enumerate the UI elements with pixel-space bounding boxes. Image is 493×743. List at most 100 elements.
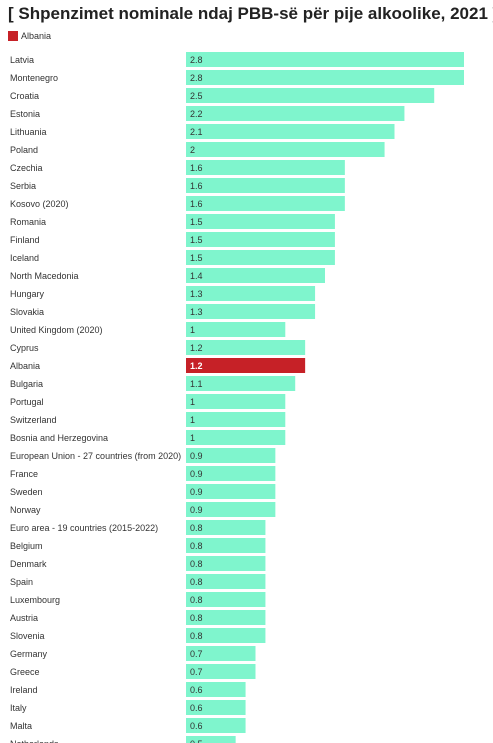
value-label-serbia: 1.6 bbox=[190, 181, 203, 191]
category-label-spain: Spain bbox=[10, 577, 33, 587]
bar-united-kingdom-2020[interactable] bbox=[186, 322, 286, 337]
category-label-netherlands: Netherlands bbox=[10, 739, 59, 743]
category-label-slovakia: Slovakia bbox=[10, 307, 44, 317]
bar-european-union-27-countries-from-2020[interactable] bbox=[186, 448, 276, 463]
category-label-croatia: Croatia bbox=[10, 91, 39, 101]
bar-cyprus[interactable] bbox=[186, 340, 306, 355]
category-label-czechia: Czechia bbox=[10, 163, 43, 173]
value-label-united-kingdom-2020: 1 bbox=[190, 325, 195, 335]
category-label-belgium: Belgium bbox=[10, 541, 43, 551]
bar-euro-area-19-countries-2015-2022[interactable] bbox=[186, 520, 266, 535]
category-label-denmark: Denmark bbox=[10, 559, 47, 569]
bar-denmark[interactable] bbox=[186, 556, 266, 571]
value-label-italy: 0.6 bbox=[190, 703, 203, 713]
value-label-kosovo-2020: 1.6 bbox=[190, 199, 203, 209]
bar-serbia[interactable] bbox=[186, 178, 345, 193]
bar-sweden[interactable] bbox=[186, 484, 276, 499]
category-label-montenegro: Montenegro bbox=[10, 73, 58, 83]
bar-greece[interactable] bbox=[186, 664, 256, 679]
category-label-bulgaria: Bulgaria bbox=[10, 379, 43, 389]
category-label-serbia: Serbia bbox=[10, 181, 36, 191]
category-label-luxembourg: Luxembourg bbox=[10, 595, 60, 605]
value-label-sweden: 0.9 bbox=[190, 487, 203, 497]
bar-switzerland[interactable] bbox=[186, 412, 286, 427]
bar-italy[interactable] bbox=[186, 700, 246, 715]
bar-ireland[interactable] bbox=[186, 682, 246, 697]
bar-luxembourg[interactable] bbox=[186, 592, 266, 607]
category-label-austria: Austria bbox=[10, 613, 38, 623]
category-label-latvia: Latvia bbox=[10, 55, 34, 65]
bar-bosnia-and-herzegovina[interactable] bbox=[186, 430, 286, 445]
category-label-italy: Italy bbox=[10, 703, 27, 713]
bar-albania[interactable] bbox=[186, 358, 306, 373]
category-label-albania: Albania bbox=[10, 361, 40, 371]
bar-hungary[interactable] bbox=[186, 286, 316, 301]
value-label-austria: 0.8 bbox=[190, 613, 203, 623]
bar-spain[interactable] bbox=[186, 574, 266, 589]
value-label-poland: 2 bbox=[190, 145, 195, 155]
value-label-switzerland: 1 bbox=[190, 415, 195, 425]
category-label-kosovo-2020: Kosovo (2020) bbox=[10, 199, 69, 209]
bar-germany[interactable] bbox=[186, 646, 256, 661]
category-label-norway: Norway bbox=[10, 505, 41, 515]
category-label-portugal: Portugal bbox=[10, 397, 44, 407]
category-label-sweden: Sweden bbox=[10, 487, 43, 497]
legend[interactable]: Albania bbox=[8, 31, 51, 41]
category-label-north-macedonia: North Macedonia bbox=[10, 271, 79, 281]
value-label-denmark: 0.8 bbox=[190, 559, 203, 569]
category-label-united-kingdom-2020: United Kingdom (2020) bbox=[10, 325, 103, 335]
value-label-lithuania: 2.1 bbox=[190, 127, 203, 137]
category-label-bosnia-and-herzegovina: Bosnia and Herzegovina bbox=[10, 433, 108, 443]
bar-montenegro[interactable] bbox=[186, 70, 464, 85]
value-label-finland: 1.5 bbox=[190, 235, 203, 245]
bar-malta[interactable] bbox=[186, 718, 246, 733]
bar-latvia[interactable] bbox=[186, 52, 464, 67]
bar-bulgaria[interactable] bbox=[186, 376, 296, 391]
bar-austria[interactable] bbox=[186, 610, 266, 625]
bar-lithuania[interactable] bbox=[186, 124, 395, 139]
value-label-ireland: 0.6 bbox=[190, 685, 203, 695]
value-label-north-macedonia: 1.4 bbox=[190, 271, 203, 281]
bar-slovakia[interactable] bbox=[186, 304, 316, 319]
value-label-euro-area-19-countries-2015-2022: 0.8 bbox=[190, 523, 203, 533]
bar-iceland[interactable] bbox=[186, 250, 335, 265]
category-label-romania: Romania bbox=[10, 217, 46, 227]
bar-portugal[interactable] bbox=[186, 394, 286, 409]
value-label-cyprus: 1.2 bbox=[190, 343, 203, 353]
value-label-germany: 0.7 bbox=[190, 649, 203, 659]
bar-kosovo-2020[interactable] bbox=[186, 196, 345, 211]
bar-romania[interactable] bbox=[186, 214, 335, 229]
bar-finland[interactable] bbox=[186, 232, 335, 247]
bar-poland[interactable] bbox=[186, 142, 385, 157]
bar-estonia[interactable] bbox=[186, 106, 405, 121]
value-label-latvia: 2.8 bbox=[190, 55, 203, 65]
category-label-lithuania: Lithuania bbox=[10, 127, 47, 137]
bar-netherlands[interactable] bbox=[186, 736, 236, 743]
value-label-croatia: 2.5 bbox=[190, 91, 203, 101]
bar-belgium[interactable] bbox=[186, 538, 266, 553]
value-label-estonia: 2.2 bbox=[190, 109, 203, 119]
value-label-hungary: 1.3 bbox=[190, 289, 203, 299]
value-label-czechia: 1.6 bbox=[190, 163, 203, 173]
value-label-albania: 1.2 bbox=[190, 361, 203, 371]
value-label-norway: 0.9 bbox=[190, 505, 203, 515]
bar-czechia[interactable] bbox=[186, 160, 345, 175]
bar-croatia[interactable] bbox=[186, 88, 435, 103]
value-label-spain: 0.8 bbox=[190, 577, 203, 587]
category-label-france: France bbox=[10, 469, 38, 479]
bar-france[interactable] bbox=[186, 466, 276, 481]
category-label-hungary: Hungary bbox=[10, 289, 45, 299]
value-label-portugal: 1 bbox=[190, 397, 195, 407]
bar-norway[interactable] bbox=[186, 502, 276, 517]
category-label-ireland: Ireland bbox=[10, 685, 38, 695]
bar-slovenia[interactable] bbox=[186, 628, 266, 643]
category-label-cyprus: Cyprus bbox=[10, 343, 39, 353]
category-label-european-union-27-countries-from-2020: European Union - 27 countries (from 2020… bbox=[10, 451, 181, 461]
category-label-finland: Finland bbox=[10, 235, 40, 245]
value-label-slovakia: 1.3 bbox=[190, 307, 203, 317]
category-label-estonia: Estonia bbox=[10, 109, 40, 119]
value-label-greece: 0.7 bbox=[190, 667, 203, 677]
value-label-slovenia: 0.8 bbox=[190, 631, 203, 641]
bar-north-macedonia[interactable] bbox=[186, 268, 325, 283]
